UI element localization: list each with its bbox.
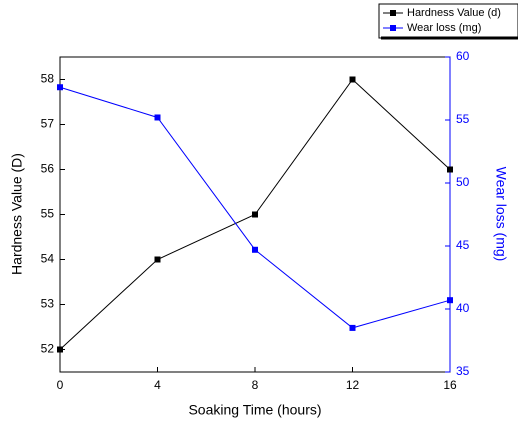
point — [57, 346, 63, 353]
x-tick-label: 16 — [443, 378, 457, 392]
point — [154, 256, 161, 263]
point — [57, 84, 63, 91]
x-tick-label: 12 — [346, 378, 360, 392]
y-tick-label: 56 — [41, 162, 55, 176]
y-tick-label: 58 — [41, 72, 55, 86]
x-tick-label: 0 — [57, 378, 64, 392]
point — [252, 211, 258, 218]
legend-label: Hardness Value (d) — [407, 7, 501, 19]
y-axis-label: Hardness Value (D) — [9, 153, 25, 275]
y2-tick-label: 40 — [456, 301, 470, 315]
y-tick-label: 55 — [41, 207, 55, 221]
series-line — [59, 86, 451, 329]
y-tick-label: 57 — [41, 117, 55, 131]
y-tick-label: 52 — [41, 342, 55, 356]
y2-tick-label: 50 — [456, 175, 470, 189]
point — [154, 114, 161, 121]
y2-tick-label: 60 — [456, 49, 470, 63]
y2-tick-label: 55 — [456, 112, 470, 126]
legend-marker — [390, 25, 396, 31]
point — [447, 297, 453, 304]
point — [349, 324, 356, 331]
x-axis-label: Soaking Time (hours) — [188, 402, 321, 418]
y-tick-label: 53 — [41, 297, 55, 311]
point — [349, 76, 356, 83]
point — [252, 246, 258, 253]
x-tick-label: 8 — [252, 378, 259, 392]
y-tick-label: 54 — [41, 252, 55, 266]
y2-axis-label: Wear loss (mg) — [493, 167, 509, 262]
point — [447, 166, 453, 173]
legend-marker — [390, 10, 396, 16]
y2-tick-label: 35 — [456, 364, 470, 378]
x-tick-label: 4 — [154, 378, 161, 392]
legend-label: Wear loss (mg) — [407, 22, 481, 34]
y2-tick-label: 45 — [456, 238, 470, 252]
